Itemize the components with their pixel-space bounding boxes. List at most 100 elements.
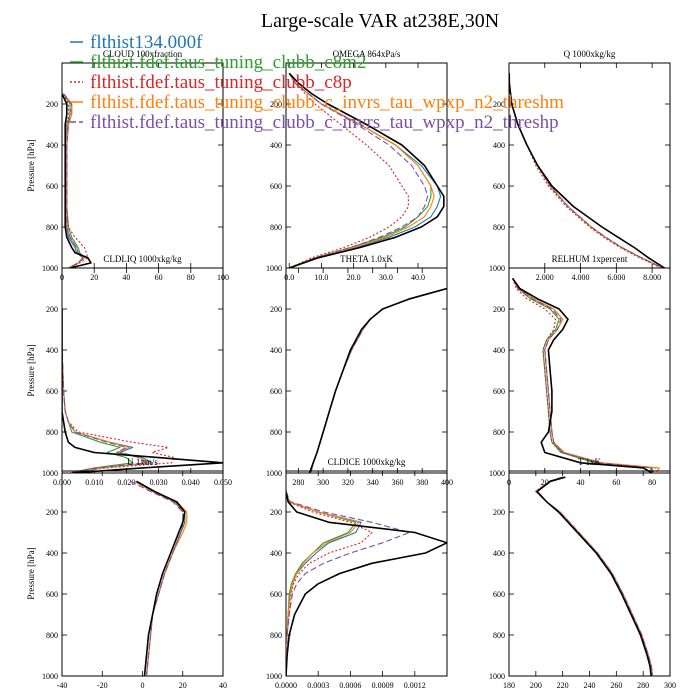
legend-label: flthist.fdef.taus_tuning_clubb_c_invrs_t… xyxy=(90,92,564,113)
legend-label: flthist134.000f xyxy=(90,32,203,53)
y-tick-label: 600 xyxy=(270,387,282,396)
y-tick-label: 800 xyxy=(270,631,282,640)
panel-title: U 1xm/s xyxy=(127,457,158,467)
y-tick-label: 1000 xyxy=(489,264,505,273)
series-line-1 xyxy=(310,287,447,473)
series-line-reference xyxy=(536,476,652,676)
x-tick-label: 300 xyxy=(317,478,329,487)
x-tick-label: 0.0 xyxy=(284,273,294,282)
series-line-5 xyxy=(130,480,184,676)
panel-title: CLOUD 100xfraction xyxy=(103,49,183,59)
legend-label: flthist.fdef.taus_tuning_clubb_c8m2 xyxy=(90,52,367,73)
y-tick-label: 600 xyxy=(493,387,505,396)
panel-title: T 1xK xyxy=(578,457,602,467)
figure-title: Large-scale VAR at238E,30N xyxy=(261,10,499,32)
y-tick-label: 600 xyxy=(270,182,282,191)
x-tick-label: 20 xyxy=(90,273,98,282)
x-tick-label: -20 xyxy=(97,681,108,690)
x-tick-label: 2.000 xyxy=(536,273,554,282)
x-tick-label: 300 xyxy=(664,681,676,690)
y-tick-label: 200 xyxy=(270,305,282,314)
y-tick-label: 600 xyxy=(46,182,58,191)
series-line-1 xyxy=(134,480,186,676)
series-line-4 xyxy=(512,278,660,473)
y-tick-label: 400 xyxy=(493,549,505,558)
y-tick-label: 400 xyxy=(270,141,282,150)
y-tick-label: 1000 xyxy=(42,469,58,478)
y-tick-label: 400 xyxy=(46,141,58,150)
y-tick-label: 1000 xyxy=(42,264,58,273)
panel-title: THETA 1.0xK xyxy=(340,254,393,264)
x-tick-label: 260 xyxy=(610,681,622,690)
legend-item: flthist.fdef.taus_tuning_clubb_c_invrs_t… xyxy=(70,92,564,113)
y-tick-label: 400 xyxy=(493,141,505,150)
y-tick-label: 800 xyxy=(493,631,505,640)
panel-title: RELHUM 1xpercent xyxy=(552,254,628,264)
legend-item: flthist.fdef.taus_tuning_clubb_c8p xyxy=(70,72,352,93)
x-tick-label: 40 xyxy=(577,478,585,487)
y-tick-label: 200 xyxy=(46,305,58,314)
legend-label: flthist.fdef.taus_tuning_clubb_c8p xyxy=(90,72,352,93)
y-tick-label: 600 xyxy=(46,590,58,599)
x-tick-label: 0.020 xyxy=(117,478,135,487)
series-line-4 xyxy=(286,491,360,676)
x-tick-label: -40 xyxy=(57,681,68,690)
x-tick-label: 20 xyxy=(179,681,187,690)
panel-title: OMEGA 864xPa/s xyxy=(333,49,401,59)
x-tick-label: 0.0006 xyxy=(339,681,361,690)
y-tick-label: 200 xyxy=(270,100,282,109)
y-tick-label: 800 xyxy=(493,428,505,437)
x-tick-label: 360 xyxy=(391,478,403,487)
x-tick-label: 0.0000 xyxy=(275,681,297,690)
x-tick-label: 60 xyxy=(612,478,620,487)
series-group xyxy=(286,491,447,676)
x-tick-label: 180 xyxy=(503,681,515,690)
series-line-5 xyxy=(512,278,653,473)
series-line-5 xyxy=(286,491,410,676)
x-tick-label: 80 xyxy=(648,478,656,487)
y-tick-label: 800 xyxy=(493,223,505,232)
x-tick-label: 320 xyxy=(342,478,354,487)
plot-frame xyxy=(285,267,448,474)
legend: flthist134.000fflthist.fdef.taus_tuning_… xyxy=(70,32,564,133)
x-tick-label: 280 xyxy=(292,478,304,487)
series-line-3 xyxy=(310,287,447,473)
series-group xyxy=(62,93,92,268)
series-line-5 xyxy=(535,476,654,676)
series-group xyxy=(308,287,447,473)
plot-frame xyxy=(508,470,671,677)
y-tick-label: 200 xyxy=(493,100,505,109)
series-group xyxy=(288,72,445,268)
x-tick-label: 30.0 xyxy=(379,273,393,282)
plot-frame xyxy=(61,267,224,474)
x-tick-label: 40 xyxy=(219,681,227,690)
series-line-reference xyxy=(62,309,223,473)
legend-label: flthist.fdef.taus_tuning_clubb_c_invrs_t… xyxy=(90,112,559,133)
series-line-reference xyxy=(136,480,186,676)
x-tick-label: 20.0 xyxy=(347,273,361,282)
y-tick-label: 600 xyxy=(493,590,505,599)
x-tick-label: 60 xyxy=(155,273,163,282)
plot-frame xyxy=(285,470,448,677)
panel-title: Q 1000xkg/kg xyxy=(564,49,616,59)
y-tick-label: 1000 xyxy=(42,672,58,681)
x-tick-label: 380 xyxy=(416,478,428,487)
series-line-3 xyxy=(62,309,176,473)
x-tick-label: 0.0003 xyxy=(307,681,329,690)
y-tick-label: 400 xyxy=(46,549,58,558)
y-tick-label: 400 xyxy=(493,346,505,355)
series-line-reference xyxy=(509,73,666,268)
series-line-5 xyxy=(288,73,429,268)
x-tick-label: 0 xyxy=(141,681,145,690)
x-tick-label: 4.000 xyxy=(572,273,590,282)
x-tick-label: 0.0009 xyxy=(372,681,394,690)
y-tick-label: 1000 xyxy=(266,672,282,681)
series-line-reference xyxy=(511,277,653,473)
